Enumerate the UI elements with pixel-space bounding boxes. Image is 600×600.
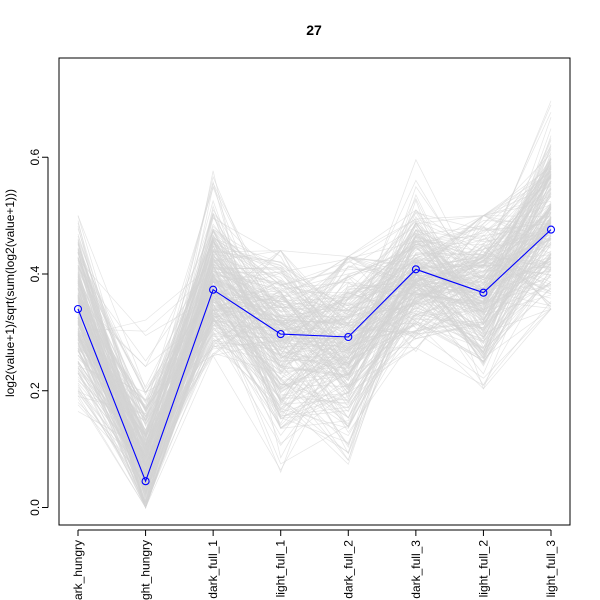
background-line: [77, 224, 552, 413]
series-point: [479, 288, 488, 297]
x-tick-label: dark_full_1: [206, 540, 220, 599]
series-point: [276, 330, 285, 339]
y-axis: 0.0 0.2 0.4 0.6: [28, 149, 49, 516]
background-line: [77, 175, 552, 457]
background-line: [77, 166, 552, 467]
background-line: [77, 235, 552, 422]
x-tick-label: light_hungry: [139, 540, 153, 600]
series-point: [411, 265, 420, 274]
y-tick-label: 0.2: [28, 382, 42, 399]
background-line: [77, 260, 552, 493]
background-line: [77, 199, 552, 448]
background-line: [77, 274, 552, 461]
y-tick-label: 0.0: [28, 499, 42, 516]
background-line: [77, 202, 552, 456]
background-line: [77, 168, 552, 410]
x-tick-label: dark_full_2: [341, 540, 355, 599]
x-tick-label: light_full_1: [274, 540, 288, 598]
background-line: [77, 169, 552, 509]
background-line: [77, 215, 552, 458]
background-line: [77, 238, 552, 404]
plot-frame: [58, 57, 571, 526]
background-line: [77, 100, 552, 451]
background-line: [77, 212, 552, 424]
background-line: [77, 239, 552, 402]
series-point: [344, 332, 353, 342]
x-tick-label: dark_full_3: [409, 540, 423, 599]
chart-title: 27: [306, 22, 322, 38]
background-line: [77, 196, 552, 467]
series-line: [77, 229, 552, 483]
x-tick-label: light_full_2: [476, 540, 490, 598]
x-axis: dark_hungry light_hungry dark_full_1 light_…: [71, 529, 558, 600]
series-point: [141, 477, 150, 486]
background-line: [77, 245, 552, 495]
background-line: [77, 174, 552, 437]
background-line: [77, 215, 552, 477]
background-line: [77, 205, 552, 475]
background-line: [77, 217, 552, 497]
series-point: [73, 304, 83, 314]
y-tick-label: 0.4: [28, 265, 42, 282]
background-line: [77, 212, 552, 453]
background-line: [77, 212, 552, 406]
background-line: [77, 170, 552, 434]
y-tick-label: 0.6: [28, 149, 42, 166]
background-line: [77, 245, 552, 447]
x-tick-label: light_full_3: [544, 540, 558, 598]
background-line: [77, 168, 552, 388]
series-point: [209, 285, 218, 294]
background-line: [77, 213, 552, 465]
background-line: [77, 300, 552, 509]
background-line: [77, 144, 552, 413]
series-point: [546, 225, 556, 234]
highlight-series: [73, 225, 556, 486]
background-line: [77, 174, 552, 362]
background-line: [77, 230, 552, 477]
background-lines: [77, 100, 552, 509]
background-line: [77, 207, 552, 413]
y-axis-label: log2(value+1)/sqrt(sum(log2(value+1))): [3, 189, 17, 397]
x-tick-label: dark_hungry: [71, 540, 85, 600]
background-line: [77, 146, 552, 415]
background-line: [77, 259, 552, 447]
